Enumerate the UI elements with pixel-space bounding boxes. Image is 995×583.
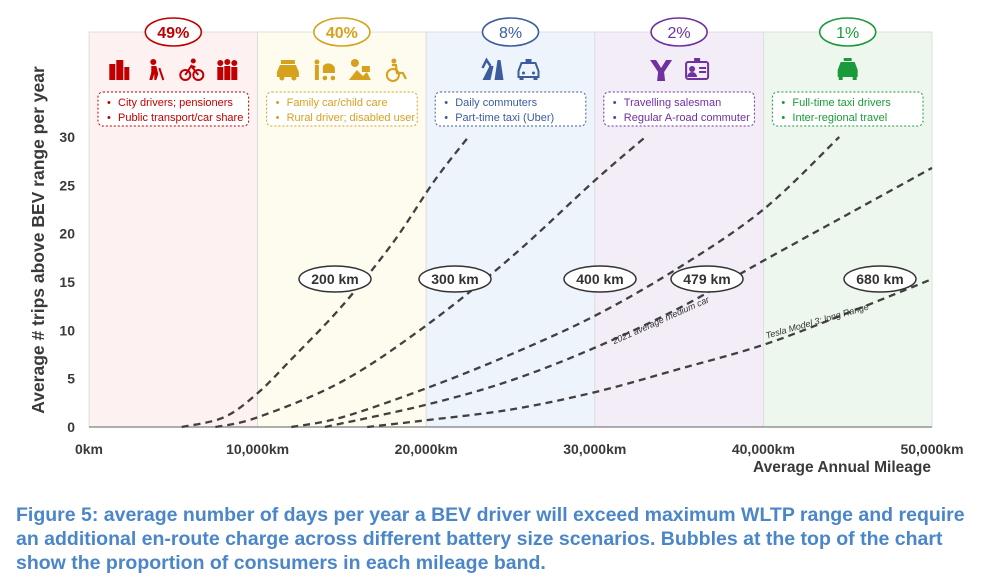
consumer-list-box xyxy=(266,91,418,127)
x-tick-label: 10,000km xyxy=(226,441,289,457)
series-name: 300 km xyxy=(431,271,478,287)
series-label: 300 km xyxy=(418,265,492,293)
band-background xyxy=(594,31,764,428)
y-tick-label: 20 xyxy=(59,226,75,242)
band-background xyxy=(763,31,933,428)
y-tick-label: 15 xyxy=(59,274,75,290)
series-name: 680 km xyxy=(856,271,903,287)
series-label: 400 km xyxy=(563,265,637,293)
share-percent: 8% xyxy=(499,25,522,42)
x-tick-label: 0km xyxy=(75,441,103,457)
y-tick-label: 30 xyxy=(59,129,75,145)
x-tick-label: 30,000km xyxy=(563,441,626,457)
series-label: 680 km xyxy=(843,265,917,293)
consumer-type: Part-time taxi (Uber) xyxy=(455,112,554,124)
y-tick-label: 25 xyxy=(59,177,75,193)
list-bullet: • xyxy=(276,97,280,109)
series-line xyxy=(215,136,647,429)
list-bullet: • xyxy=(613,97,617,109)
mileage-band: 1% • Full-time taxi drivers • Inter-regional… xyxy=(763,17,933,428)
share-bubble xyxy=(313,17,371,47)
series-name: 479 km xyxy=(683,271,730,287)
consumer-type: Family car/child care xyxy=(287,97,388,109)
list-bullet: • xyxy=(444,97,448,109)
series-label-bubble xyxy=(418,265,492,293)
x-tick-label: 50,000km xyxy=(900,441,963,457)
band-background xyxy=(425,31,596,428)
x-axis-label: Average Annual Mileage xyxy=(753,459,931,476)
y-tick-label: 5 xyxy=(67,371,75,387)
x-tick-label: 40,000km xyxy=(732,441,795,457)
series-label-bubble xyxy=(843,265,917,293)
series-label-bubble xyxy=(298,265,372,293)
share-bubble xyxy=(818,17,877,47)
consumer-type: Daily commuters xyxy=(455,97,537,109)
share-percent: 2% xyxy=(668,25,691,42)
consumer-list-box xyxy=(97,91,250,127)
share-percent: 49% xyxy=(157,25,189,42)
share-percent: 1% xyxy=(836,25,859,42)
consumer-list-box xyxy=(603,91,755,127)
mileage-band: 49% • City drivers; pensioners • Public tran… xyxy=(88,17,259,428)
bev-range-chart: 49% • City drivers; pensioners • Public tran… xyxy=(28,17,964,476)
series-label: 200 km xyxy=(298,265,372,293)
series-label: 479 km xyxy=(670,265,744,293)
mileage-band: 2% • Travelling salesman • Regular A-road co… xyxy=(594,17,764,428)
figure-caption: Figure 5: average number of days per yea… xyxy=(16,504,965,574)
series-line xyxy=(181,136,470,429)
list-bullet: • xyxy=(444,112,448,124)
x-tick-label: 20,000km xyxy=(395,441,458,457)
consumer-type: Regular A-road commuter xyxy=(624,112,750,124)
mileage-band: 8% • Daily commuters • Part-time taxi (Uber) xyxy=(425,17,596,428)
consumer-type: Inter-regional travel xyxy=(792,112,887,124)
share-bubble xyxy=(144,17,203,47)
consumer-type: Full-time taxi drivers xyxy=(792,97,891,109)
y-tick-label: 0 xyxy=(67,419,75,435)
share-percent: 40% xyxy=(326,25,358,42)
series-label-bubble xyxy=(563,265,637,293)
list-bullet: • xyxy=(276,112,280,124)
mileage-band: 40% • Family car/child care • Rural driver; … xyxy=(257,17,427,428)
share-bubble xyxy=(481,17,540,47)
share-bubble xyxy=(650,17,708,47)
series-name: 200 km xyxy=(311,271,358,287)
list-bullet: • xyxy=(781,97,785,109)
band-background xyxy=(88,31,259,428)
list-bullet: • xyxy=(107,112,111,124)
list-bullet: • xyxy=(613,112,617,124)
consumer-list-box xyxy=(434,91,587,127)
series-line xyxy=(291,136,841,429)
series-line xyxy=(367,278,933,429)
consumer-type: Public transport/car share xyxy=(118,112,243,124)
series-name: 400 km xyxy=(576,271,623,287)
consumer-type: Travelling salesman xyxy=(624,97,721,109)
y-tick-label: 10 xyxy=(59,322,75,338)
list-bullet: • xyxy=(781,112,785,124)
consumer-type: City drivers; pensioners xyxy=(118,97,233,109)
list-bullet: • xyxy=(107,97,111,109)
series-line xyxy=(324,166,933,429)
group-icon xyxy=(217,59,238,80)
consumer-list-box xyxy=(771,91,924,127)
y-axis-label: Average # trips above BEV range per year xyxy=(28,66,48,414)
consumer-type: Rural driver; disabled user xyxy=(287,112,416,124)
series-label-bubble xyxy=(670,265,744,293)
